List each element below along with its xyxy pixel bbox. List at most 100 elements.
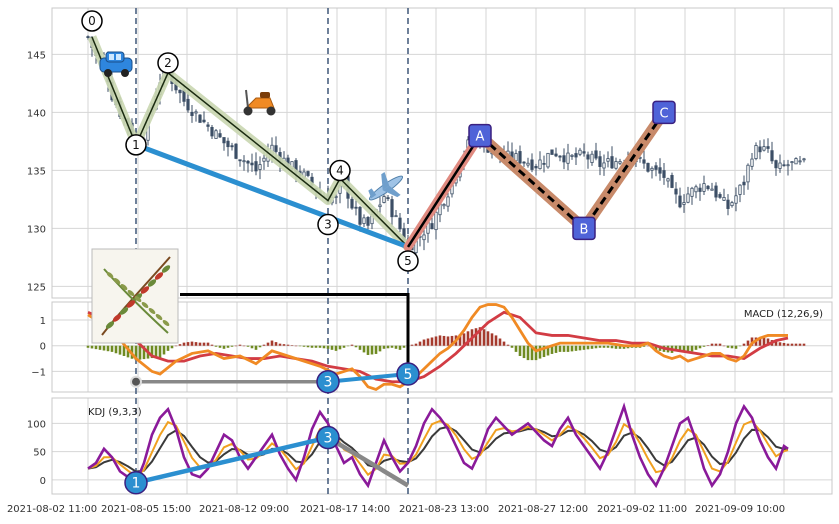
sketch-leaf [127, 290, 135, 296]
scooter-icon [243, 89, 276, 116]
macd-histogram-bar [222, 345, 226, 349]
candle-body [538, 159, 542, 170]
macd-y-tick: −1 [31, 367, 46, 378]
macd-histogram-bar [730, 345, 734, 349]
macd-histogram-bar [690, 345, 694, 352]
macd-histogram-bar [414, 343, 418, 346]
wave-marker-circle [125, 134, 147, 156]
macd-histogram-bar [114, 345, 118, 354]
macd-histogram-bar [794, 343, 798, 346]
candle-body [262, 157, 266, 162]
overlay-marker-circle [124, 470, 148, 495]
macd-histogram-bar [246, 345, 250, 347]
overlay-marker-kdj-3: 3 [316, 425, 340, 450]
overlay-marker-circle [396, 362, 420, 386]
macd-histogram-bar [474, 328, 478, 346]
wave-marker-label: 4 [336, 164, 344, 178]
macd-blue-segment [327, 372, 409, 384]
scooter-body [244, 97, 275, 109]
macd-histogram-bar [386, 345, 390, 349]
candle-body [550, 149, 554, 155]
macd-histogram-bar [230, 345, 234, 347]
macd-histogram-bar [346, 345, 350, 347]
macd-histogram-bar [534, 345, 538, 361]
macd-histogram-bar [206, 342, 210, 346]
candle-body [554, 153, 558, 157]
overlay-marker-macd-5: 5 [396, 362, 420, 386]
airplane-wing [381, 171, 390, 191]
macd-histogram-bar [774, 341, 778, 346]
macd-histogram-bar [594, 345, 598, 349]
macd-histogram-bar [654, 345, 658, 350]
sketch-leaf [155, 314, 163, 320]
candle-body [378, 204, 382, 208]
x-tick-label: 2021-08-02 11:00 [7, 504, 97, 515]
candle-body [794, 158, 798, 165]
macd-histogram-bar [322, 345, 326, 349]
macd-histogram-bar [318, 345, 322, 348]
candle-body [586, 154, 590, 160]
macd-histogram-bar [302, 345, 306, 347]
candle-body [354, 206, 358, 209]
macd-histogram-bar [590, 345, 594, 349]
macd-histogram-bar [254, 345, 258, 350]
candle-body [186, 98, 190, 111]
macd-histogram-bar [778, 342, 782, 346]
candle-body [578, 149, 582, 155]
macd-histogram-bar [494, 335, 498, 346]
abc-marker-B: B [572, 216, 596, 241]
candle-body [198, 114, 202, 123]
macd-histogram-bar [582, 345, 586, 350]
kdj-panel-label: KDJ (9,3,3) [88, 407, 142, 418]
candle-body [214, 130, 218, 139]
macd-histogram-bar [106, 345, 110, 352]
sketch-leaf [113, 278, 121, 284]
macd-histogram-bar [722, 345, 726, 347]
macd-histogram-bar [606, 345, 610, 348]
candle-body [362, 217, 366, 224]
candle-body [602, 162, 606, 169]
candle-body [210, 127, 214, 137]
macd-histogram-bar [742, 343, 746, 346]
sketch-leaf [120, 284, 128, 290]
macd-histogram-bar [646, 345, 650, 347]
candle-body [682, 202, 686, 205]
macd-histogram-bar [718, 343, 722, 346]
candle-body [718, 194, 722, 198]
macd-histogram-bar [698, 345, 702, 349]
macd-histogram-bar [614, 345, 618, 349]
macd-histogram-bar [514, 345, 518, 352]
macd-histogram-bar [518, 345, 522, 356]
macd-histogram-bar [798, 343, 802, 346]
macd-histogram-bar [282, 344, 286, 346]
trend-line [133, 142, 411, 250]
macd-histogram-bar [166, 345, 170, 351]
candle-body [658, 167, 662, 174]
candle-body [722, 197, 726, 201]
macd-histogram-bar [562, 345, 566, 352]
macd-histogram-bar [418, 341, 422, 346]
candle-body [382, 196, 386, 203]
macd-histogram-bar [446, 336, 450, 346]
candle-body [782, 164, 786, 167]
macd-histogram-bar [158, 345, 162, 359]
wave-marker-label: 2 [164, 56, 172, 70]
macd-histogram-bar [466, 331, 470, 346]
wave-marker-label: 1 [132, 138, 140, 152]
candle-body [714, 185, 718, 198]
macd-histogram-bar [274, 342, 278, 346]
macd-histogram-bar [294, 345, 298, 347]
overlay-marker-circle [316, 425, 340, 450]
macd-histogram-bar [462, 333, 466, 346]
macd-histogram-bar [802, 343, 806, 346]
kdj-j-line [87, 402, 789, 489]
macd-histogram-bar [310, 345, 314, 348]
macd-histogram-bar [118, 345, 122, 355]
macd-histogram-bar [210, 344, 214, 346]
candle-body [594, 150, 598, 159]
candle-body [390, 199, 394, 218]
macd-histogram-bar [738, 345, 742, 347]
candle-body [230, 145, 234, 148]
macd-histogram-bar [278, 343, 282, 346]
